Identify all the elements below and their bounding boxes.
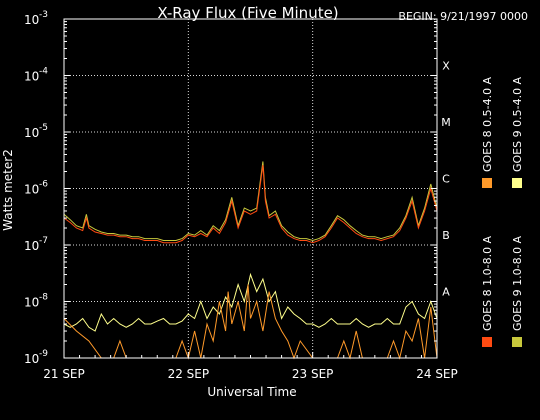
legend-label-1: GOES 8 0.5-4.0 A (481, 76, 494, 172)
begin-label: BEGIN: 9/21/1997 0000 (398, 10, 528, 23)
y-tick-label-2: 10 (24, 239, 39, 253)
series-line-3 (63, 161, 438, 242)
series-line-2 (63, 272, 438, 332)
x-tick-label-1: 22 SEP (168, 367, 210, 381)
legend-swatch-3 (512, 337, 522, 347)
y-tick-exponent-2: -7 (39, 236, 48, 246)
x-tick-label-2: 23 SEP (292, 367, 334, 381)
y-axis-label: Watts meter2 (1, 149, 15, 231)
y-tick-exponent-5: -4 (39, 67, 48, 77)
flare-class-x: X (442, 59, 450, 72)
y-tick-exponent-3: -6 (39, 180, 48, 190)
y-tick-label-5: 10 (24, 70, 39, 84)
y-tick-exponent-0: -9 (39, 349, 48, 359)
series-line-0 (63, 165, 438, 244)
legend: GOES 8 0.5-4.0 A GOES 9 0.5-4.0 A GOES 8 1… (481, 76, 524, 347)
flare-class-a: A (442, 285, 450, 298)
x-tick-label-0: 21 SEP (43, 367, 85, 381)
y-axis-ticks: 10-910-810-710-610-510-410-3 (24, 10, 437, 366)
y-tick-label-3: 10 (24, 183, 39, 197)
y-tick-label-6: 10 (24, 13, 39, 27)
x-axis-ticks: 21 SEP 22 SEP 23 SEP 24 SEP (43, 352, 458, 381)
x-tick-label-3: 24 SEP (416, 367, 458, 381)
flare-class-labels: A B C M X (441, 59, 451, 298)
flare-class-m: M (441, 116, 451, 129)
y-tick-exponent-6: -3 (39, 10, 48, 20)
legend-swatch-1 (482, 178, 492, 188)
grid-lines (64, 19, 437, 358)
y-tick-exponent-4: -5 (39, 123, 48, 133)
chart-title: X-Ray Flux (Five Minute) (157, 4, 338, 22)
y-tick-label-1: 10 (24, 296, 39, 310)
x-axis-label: Universal Time (207, 385, 296, 399)
y-tick-label-4: 10 (24, 126, 39, 140)
flare-class-b: B (442, 229, 450, 242)
legend-label-2: GOES 9 0.5-4.0 A (511, 76, 524, 172)
y-tick-label-0: 10 (24, 352, 39, 366)
legend-swatch-2 (512, 178, 522, 188)
flare-class-c: C (442, 172, 450, 185)
legend-label-0: GOES 8 1.0-8.0 A (481, 235, 494, 331)
legend-label-3: GOES 9 1.0-8.0 A (511, 235, 524, 331)
legend-swatch-0 (482, 337, 492, 347)
y-tick-exponent-1: -8 (39, 293, 48, 303)
